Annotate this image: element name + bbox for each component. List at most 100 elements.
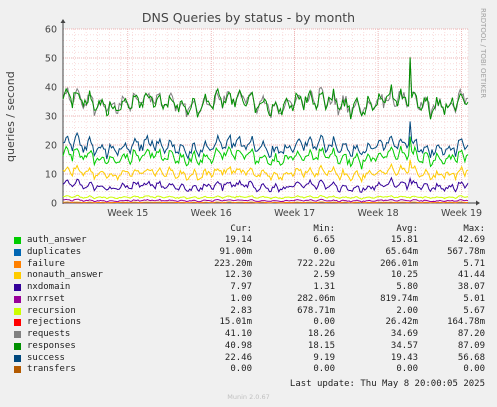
legend-max-value: 38.07 (457, 282, 485, 292)
y-tick-label: 20 (45, 141, 57, 152)
legend-min-value: 0.00 (313, 246, 335, 257)
legend-avg-value: 15.81 (390, 235, 418, 245)
legend-cur-value: 12.30 (224, 270, 252, 281)
y-tick-label: 0 (51, 199, 57, 210)
legend-swatch (14, 307, 21, 315)
legend-max-value: 0.00 (463, 364, 485, 375)
series-line-responses (62, 57, 469, 120)
legend-swatch (14, 342, 21, 350)
legend-row-responses: responses 40.98 18.15 34.57 87.09 (0, 341, 497, 352)
legend-cur-value: 7.97 (230, 282, 252, 292)
legend-row-requests: requests 41.10 18.26 34.69 87.20 (0, 329, 497, 340)
x-axis-arrow (476, 200, 480, 206)
legend-swatch (14, 319, 21, 327)
x-tick-label: Week 17 (274, 208, 315, 219)
legend-max-value: 567.78m (447, 246, 485, 257)
legend-min-value: 722.22u (297, 258, 335, 269)
legend-avg-value: 26.42m (385, 317, 418, 328)
legend-avg-value: 5.80 (396, 282, 418, 292)
legend-series-name: nonauth_answer (27, 270, 103, 281)
legend-swatch (14, 366, 21, 374)
legend-min-value: 1.31 (313, 282, 335, 292)
legend-max-value: 42.69 (457, 235, 485, 245)
legend-max-value: 164.78m (447, 317, 485, 328)
munin-version: Munin 2.0.67 (227, 393, 270, 401)
legend-series-name: success (27, 352, 65, 363)
legend-avg-value: 34.69 (390, 329, 418, 339)
legend-avg-value: 0.00 (396, 364, 418, 375)
legend-cur-value: 1.00 (230, 293, 252, 304)
legend-header-min: Min: (313, 224, 335, 234)
legend-cur-value: 91.00m (219, 246, 252, 257)
legend-cur-value: 223.20m (214, 258, 252, 269)
x-tick-label: Week 16 (191, 208, 232, 219)
y-tick-label: 30 (45, 112, 57, 123)
series-line-nxdomain (62, 176, 469, 194)
legend-swatch (14, 354, 21, 362)
y-tick-label: 60 (45, 25, 57, 36)
legend-row-auth_answer: auth_answer 19.14 6.65 15.81 42.69 (0, 235, 497, 246)
y-tick-label: 40 (45, 83, 57, 94)
legend-min-value: 6.65 (313, 235, 335, 245)
legend-avg-value: 19.43 (390, 352, 418, 363)
legend-cur-value: 41.10 (224, 329, 252, 339)
legend-row-transfers: transfers 0.00 0.00 0.00 0.00 (0, 364, 497, 375)
y-tick-label: 50 (45, 54, 57, 65)
legend-swatch (14, 284, 21, 291)
series-line-failure (63, 201, 469, 204)
legend-max-value: 87.20 (457, 329, 485, 339)
legend-min-value: 18.26 (307, 329, 335, 339)
chart-title: DNS Queries by status - by month (141, 10, 356, 25)
legend-swatch (14, 260, 21, 268)
legend-series-name: duplicates (27, 246, 82, 257)
x-tick-label: Week 19 (441, 208, 482, 219)
legend-cur-value: 40.98 (224, 340, 252, 351)
legend-min-value: 2.59 (313, 270, 335, 281)
series-line-recursion (62, 194, 469, 200)
legend-row-duplicates: duplicates 91.00m 0.00 65.64m 567.78m (0, 247, 497, 258)
legend-max-value: 5.67 (463, 305, 485, 316)
legend-row-success: success 22.46 9.19 19.43 56.68 (0, 353, 497, 364)
legend-header-avg: Avg: (396, 224, 418, 234)
legend-max-value: 5.01 (463, 293, 485, 304)
legend-series-name: nxdomain (27, 282, 71, 292)
legend-cur-value: 15.01m (219, 317, 252, 328)
legend-series-name: requests (27, 329, 71, 339)
legend-header-cur: Cur: (230, 224, 252, 234)
legend-min-value: 18.15 (307, 340, 335, 351)
legend-cur-value: 2.83 (230, 305, 252, 316)
legend-row-failure: failure 223.20m 722.22u 206.01m 5.71 (0, 259, 497, 270)
legend-avg-value: 10.25 (390, 270, 418, 281)
legend-min-value: 282.06m (297, 293, 335, 304)
legend-series-name: transfers (27, 364, 76, 375)
legend-swatch (14, 331, 21, 338)
legend-max-value: 41.44 (457, 270, 485, 281)
legend-series-name: auth_answer (27, 235, 87, 245)
series-line-success (62, 121, 469, 161)
legend-avg-value: 65.64m (385, 246, 418, 257)
legend-min-value: 678.71m (297, 305, 335, 316)
legend-series-name: responses (27, 340, 76, 351)
last-update: Last update: Thu May 8 20:00:05 2025 (289, 379, 485, 389)
legend-row-recursion: recursion 2.83 678.71m 2.00 5.67 (0, 306, 497, 317)
legend-cur-value: 0.00 (230, 364, 252, 375)
legend-series-name: nxrrset (27, 293, 65, 304)
legend-min-value: 0.00 (313, 364, 335, 375)
legend-header-max: Max: (463, 224, 485, 234)
x-tick-label: Week 15 (107, 208, 148, 219)
legend-min-value: 9.19 (313, 352, 335, 363)
legend-swatch (14, 272, 21, 280)
legend-cur-value: 19.14 (224, 235, 252, 245)
legend-swatch (14, 237, 21, 244)
legend-series-name: recursion (27, 305, 76, 316)
series-line-nxrrset (62, 198, 469, 203)
legend-row-nxrrset: nxrrset 1.00 282.06m 819.74m 5.01 (0, 294, 497, 305)
legend-avg-value: 34.57 (390, 340, 418, 351)
legend-row-rejections: rejections 15.01m 0.00 26.42m 164.78m (0, 317, 497, 328)
series-line-nonauth_answer (62, 159, 469, 184)
legend-avg-value: 819.74m (380, 293, 418, 304)
legend-max-value: 87.09 (457, 340, 485, 351)
y-tick-label: 10 (45, 170, 57, 181)
